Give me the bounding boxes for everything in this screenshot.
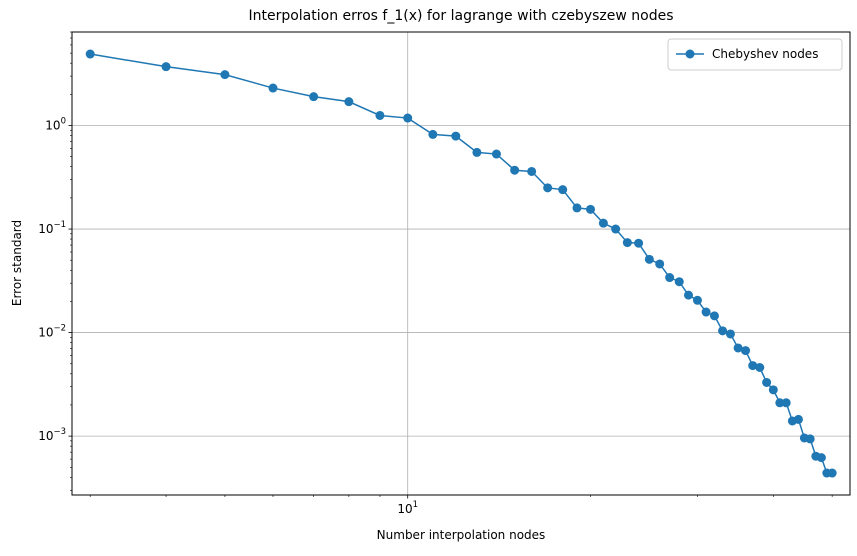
ticks-layer: 10−3 10−2 10−1 100 101 xyxy=(38,31,833,516)
data-point xyxy=(701,307,711,317)
y-axis-label: Error standard xyxy=(10,220,24,306)
data-point xyxy=(375,110,385,120)
data-point xyxy=(684,290,693,300)
data-point xyxy=(781,398,791,408)
data-point xyxy=(748,361,758,371)
data-point xyxy=(611,224,621,234)
y-tick-label: 100 xyxy=(45,117,66,133)
data-point xyxy=(451,131,461,141)
data-point xyxy=(655,259,665,269)
plot-frame xyxy=(71,31,851,496)
data-point xyxy=(634,238,644,248)
data-point xyxy=(472,147,482,157)
data-point xyxy=(793,414,803,424)
data-point xyxy=(768,385,778,395)
data-point xyxy=(586,204,596,214)
x-tick-label: 101 xyxy=(397,500,418,516)
legend-marker xyxy=(685,49,695,59)
data-point xyxy=(644,254,654,264)
data-point xyxy=(85,49,95,59)
data-point xyxy=(403,113,413,123)
data-point xyxy=(220,70,230,80)
data-point xyxy=(572,203,582,213)
data-point xyxy=(755,363,765,372)
data-point xyxy=(510,165,520,175)
data-point xyxy=(718,326,728,336)
data-point xyxy=(309,92,319,102)
y-tick-label: 10−1 xyxy=(38,220,66,236)
legend-box xyxy=(667,38,843,71)
data-point xyxy=(827,468,837,478)
y-tick-label: 10−3 xyxy=(38,427,66,443)
data-point xyxy=(816,453,826,463)
data-point xyxy=(733,343,743,353)
data-point xyxy=(775,398,785,408)
legend: Chebyshev nodes xyxy=(667,38,843,71)
data-point xyxy=(762,377,772,387)
data-point xyxy=(491,149,501,159)
data-point xyxy=(268,83,278,93)
chart-title: Interpolation erros f_1(x) for lagrange … xyxy=(248,8,673,24)
data-point xyxy=(558,185,568,195)
data-point xyxy=(665,273,675,283)
data-point xyxy=(543,183,553,193)
data-point xyxy=(725,329,735,339)
data-point xyxy=(161,62,171,72)
data-point xyxy=(622,238,632,248)
grid-lines xyxy=(72,32,850,495)
data-point xyxy=(709,311,719,321)
data-point xyxy=(598,218,608,228)
data-point xyxy=(428,129,438,139)
series-layer xyxy=(85,49,837,478)
series-line xyxy=(90,53,833,474)
data-point xyxy=(527,166,537,176)
data-point xyxy=(344,97,354,107)
data-point xyxy=(805,434,815,444)
legend-label: Chebyshev nodes xyxy=(712,47,818,61)
y-tick-label: 10−2 xyxy=(38,324,66,340)
data-point xyxy=(674,277,684,287)
data-point xyxy=(692,295,702,305)
data-point xyxy=(741,346,751,356)
x-axis-label: Number interpolation nodes xyxy=(377,528,546,542)
